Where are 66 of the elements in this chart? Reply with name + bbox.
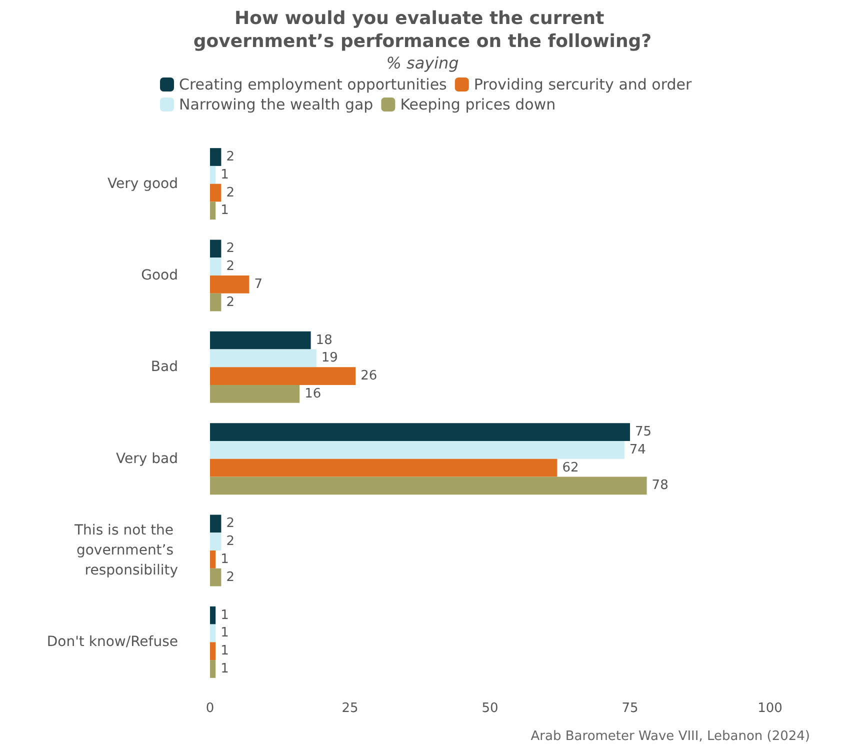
bar bbox=[210, 184, 222, 202]
legend-label: Providing sercurity and order bbox=[474, 76, 693, 94]
bar bbox=[210, 293, 222, 312]
data-label: 74 bbox=[629, 442, 646, 458]
bar bbox=[210, 568, 222, 586]
bar bbox=[210, 550, 216, 568]
data-label: 75 bbox=[635, 424, 652, 440]
bar bbox=[210, 148, 222, 166]
data-label: 18 bbox=[316, 332, 332, 348]
bar bbox=[210, 440, 624, 459]
bar bbox=[210, 423, 630, 441]
bar bbox=[210, 240, 222, 258]
bar bbox=[210, 458, 558, 477]
chart-subtitle: % saying bbox=[386, 54, 459, 72]
bar bbox=[210, 624, 216, 642]
data-label: 2 bbox=[226, 516, 234, 532]
data-label: 2 bbox=[226, 259, 234, 274]
data-label: 62 bbox=[562, 460, 579, 476]
data-label: 78 bbox=[652, 478, 668, 494]
y-tick-label: Good bbox=[141, 268, 178, 284]
data-label: 2 bbox=[226, 150, 234, 165]
bar bbox=[210, 385, 300, 403]
data-label: 1 bbox=[220, 626, 229, 641]
data-label: 2 bbox=[226, 570, 234, 585]
x-tick-label: 25 bbox=[342, 701, 358, 716]
x-tick-label: 0 bbox=[206, 701, 214, 716]
y-tick-label: Very bad bbox=[116, 450, 178, 467]
data-label: 1 bbox=[220, 608, 229, 623]
legend-label: Narrowing the wealth gap bbox=[179, 96, 374, 114]
y-tick-label: Don't know/Refuse bbox=[46, 634, 178, 650]
bar bbox=[210, 276, 250, 294]
x-tick-label: 75 bbox=[622, 701, 638, 716]
bar bbox=[210, 258, 222, 276]
bar bbox=[210, 532, 222, 550]
bar bbox=[210, 349, 316, 368]
data-label: 1 bbox=[220, 167, 229, 182]
data-label: 16 bbox=[304, 386, 322, 402]
y-tick-label: Very good bbox=[108, 176, 178, 192]
data-label: 7 bbox=[254, 276, 262, 292]
data-label: 1 bbox=[220, 552, 229, 567]
bar bbox=[210, 660, 216, 678]
bar bbox=[210, 642, 216, 660]
data-label: 19 bbox=[321, 350, 338, 366]
data-label: 26 bbox=[360, 368, 378, 384]
data-label: 1 bbox=[220, 644, 229, 659]
bar bbox=[210, 606, 216, 624]
bar bbox=[210, 166, 216, 184]
chart-title: How would you evaluate the current government’s performance on the following? bbox=[193, 8, 652, 52]
data-label: 2 bbox=[226, 294, 234, 310]
data-label: 1 bbox=[220, 661, 229, 676]
legend-label: Creating employment opportunities bbox=[179, 76, 448, 94]
y-tick-label: Bad bbox=[150, 359, 178, 376]
legend-label: Keeping prices down bbox=[400, 96, 556, 114]
x-tick-label: 50 bbox=[482, 701, 498, 716]
bar bbox=[210, 202, 216, 220]
bar bbox=[210, 476, 647, 495]
data-label: 2 bbox=[226, 185, 234, 200]
x-tick-label: 100 bbox=[758, 701, 782, 716]
data-label: 1 bbox=[220, 203, 229, 218]
bar bbox=[210, 514, 222, 533]
bar bbox=[210, 331, 311, 350]
data-label: 2 bbox=[226, 241, 234, 256]
bar bbox=[210, 367, 356, 386]
text: Arab Barometer Wave VIII, Lebanon (2024) bbox=[530, 729, 810, 744]
data-label: 2 bbox=[226, 534, 234, 550]
y-tick-label: This is not the government’s responsibility bbox=[74, 522, 178, 578]
